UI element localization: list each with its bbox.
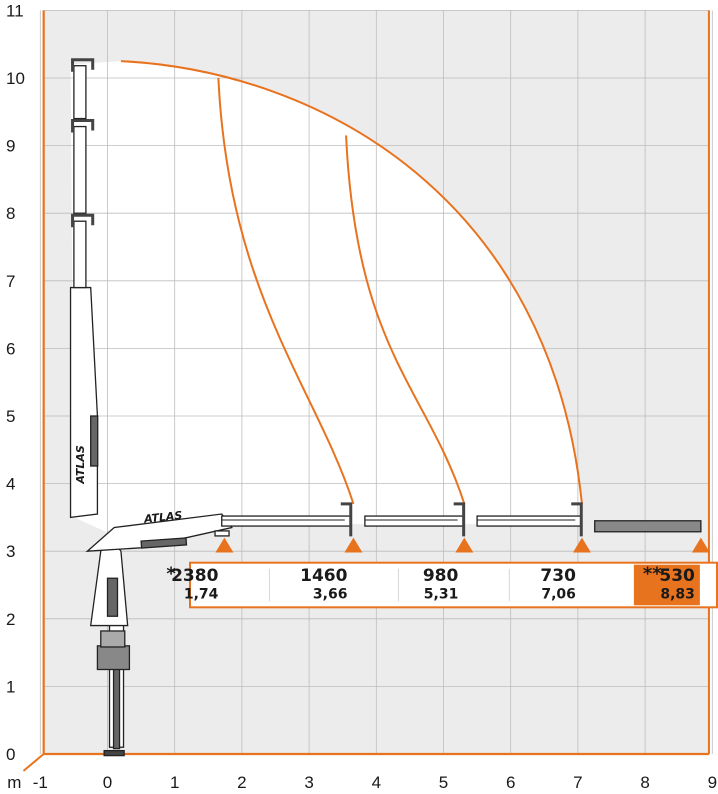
- load-cell-highlight: [633, 564, 700, 606]
- load-table-frame: [189, 561, 718, 609]
- grid-lines: [39, 9, 713, 754]
- extension-section-3: [73, 65, 87, 120]
- beam-hook-1: [340, 502, 353, 537]
- y-tick-label: 0: [6, 745, 15, 764]
- load-reach: 7,06: [541, 587, 576, 603]
- y-tick-label: 10: [6, 69, 25, 88]
- extension-beam-3: [476, 515, 582, 527]
- load-reach: 1,74: [184, 587, 219, 603]
- jib-arc-1: [217, 77, 355, 505]
- y-tick-label: 6: [6, 339, 15, 358]
- x-tick-label: 9: [708, 773, 717, 792]
- x-tick-label: -1: [33, 773, 48, 792]
- load-point-marker: [455, 537, 474, 553]
- extension-section-1: [73, 220, 87, 289]
- y-tick-label: 5: [6, 407, 15, 426]
- load-point-marker: [691, 537, 710, 553]
- y-tick-label: 2: [6, 610, 15, 629]
- load-value: 1460: [300, 566, 347, 586]
- crane-base: [96, 645, 131, 671]
- crane-drawing: ATLAS ATLAS: [69, 58, 702, 757]
- brand-label-vertical: ATLAS: [74, 445, 87, 484]
- load-value: 980: [423, 566, 459, 586]
- beam-hook-2: [453, 502, 466, 537]
- boom-cylinder: [140, 537, 188, 549]
- y-tick-label: 8: [6, 204, 15, 223]
- x-tick-label: 4: [372, 773, 381, 792]
- extension-section-2: [73, 125, 87, 214]
- axis-corner: [22, 753, 45, 772]
- load-reach: 5,31: [424, 587, 459, 603]
- y-tick-label: 4: [6, 475, 15, 494]
- working-envelope: [70, 61, 582, 545]
- y-tick-label: 3: [6, 542, 15, 561]
- y-tick-label: 9: [6, 137, 15, 156]
- x-tick-label: 5: [439, 773, 448, 792]
- beam-hook-3: [571, 502, 583, 537]
- load-point-marker: [344, 537, 363, 553]
- load-point-marker: [215, 537, 234, 553]
- jib-arc-2: [345, 135, 466, 505]
- load-value: 730: [540, 566, 576, 586]
- extension-beam-2: [364, 515, 465, 527]
- extension-hook-1: [71, 213, 95, 228]
- extension-beam-1: [221, 515, 352, 527]
- brand-label-boom: ATLAS: [142, 509, 183, 526]
- x-tick-label: 3: [304, 773, 313, 792]
- extension-hook-3: [71, 58, 95, 72]
- main-cylinder: [106, 577, 119, 617]
- x-tick-label: 7: [573, 773, 582, 792]
- x-tick-label: 6: [506, 773, 515, 792]
- beam-clamp: [214, 530, 230, 537]
- y-tick-label: 11: [6, 1, 24, 20]
- y-tick-label: 7: [6, 272, 15, 291]
- envelope-outer-curve: [120, 60, 583, 504]
- load-reach: 3,66: [313, 587, 348, 603]
- load-prefix: *: [166, 564, 176, 585]
- x-axis-unit: m: [7, 773, 21, 792]
- crane-base-top: [100, 630, 126, 648]
- load-reach: 8,83: [660, 587, 695, 603]
- x-tick-label: 0: [103, 773, 112, 792]
- extension-beam-4: [594, 520, 702, 533]
- extension-hook-2: [71, 119, 95, 133]
- load-value: 2380: [171, 566, 218, 586]
- y-tick-label: 1: [6, 677, 15, 696]
- x-tick-label: 8: [640, 773, 649, 792]
- load-point-marker: [572, 537, 591, 553]
- load-value: 530: [659, 566, 695, 586]
- x-tick-label: 2: [237, 773, 246, 792]
- leg-foot: [103, 749, 125, 757]
- x-tick-label: 1: [170, 773, 179, 792]
- load-prefix: **: [643, 564, 662, 585]
- knuckle-cylinder: [90, 415, 99, 467]
